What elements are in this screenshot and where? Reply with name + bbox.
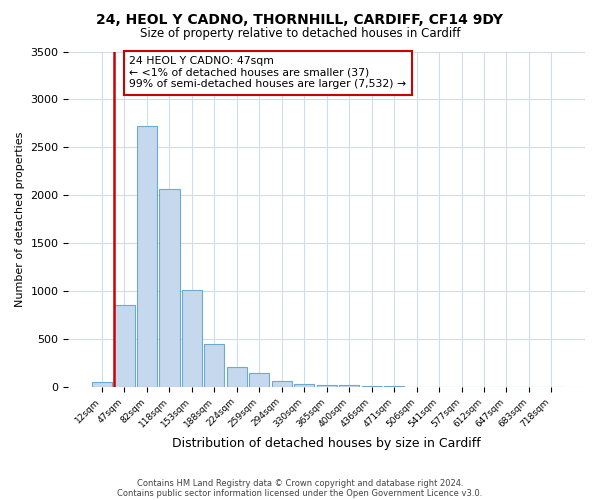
Bar bbox=[362, 386, 382, 387]
Bar bbox=[294, 384, 314, 387]
Text: 24, HEOL Y CADNO, THORNHILL, CARDIFF, CF14 9DY: 24, HEOL Y CADNO, THORNHILL, CARDIFF, CF… bbox=[97, 12, 503, 26]
Bar bbox=[227, 366, 247, 387]
Text: 24 HEOL Y CADNO: 47sqm
← <1% of detached houses are smaller (37)
99% of semi-det: 24 HEOL Y CADNO: 47sqm ← <1% of detached… bbox=[129, 56, 406, 90]
Bar bbox=[159, 188, 179, 387]
Bar bbox=[115, 306, 134, 387]
Bar bbox=[339, 386, 359, 387]
Bar bbox=[137, 126, 157, 387]
Bar bbox=[317, 385, 337, 387]
Y-axis label: Number of detached properties: Number of detached properties bbox=[15, 132, 25, 307]
Text: Contains public sector information licensed under the Open Government Licence v3: Contains public sector information licen… bbox=[118, 488, 482, 498]
Text: Size of property relative to detached houses in Cardiff: Size of property relative to detached ho… bbox=[140, 28, 460, 40]
Bar bbox=[249, 373, 269, 387]
Bar bbox=[272, 381, 292, 387]
Text: Contains HM Land Registry data © Crown copyright and database right 2024.: Contains HM Land Registry data © Crown c… bbox=[137, 478, 463, 488]
Bar bbox=[204, 344, 224, 387]
X-axis label: Distribution of detached houses by size in Cardiff: Distribution of detached houses by size … bbox=[172, 437, 481, 450]
Bar bbox=[182, 290, 202, 387]
Bar bbox=[92, 382, 112, 387]
